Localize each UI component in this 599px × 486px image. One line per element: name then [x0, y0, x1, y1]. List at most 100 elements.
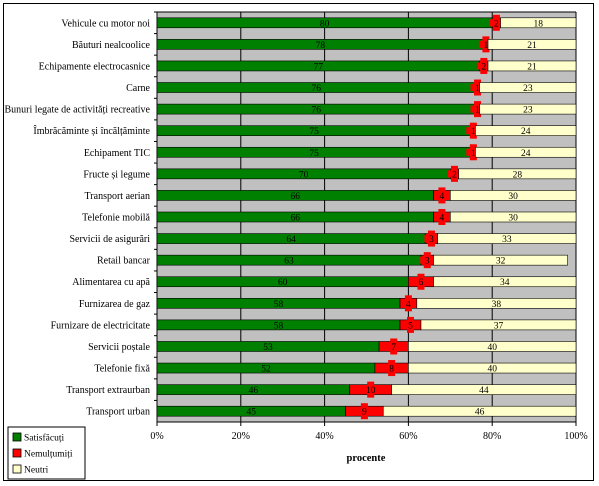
data-label: 8 [389, 365, 394, 375]
category-label: Vehicule cu motor noi [61, 18, 150, 29]
legend-swatch [12, 432, 22, 442]
category-label: Îmbrăcăminte și încălțăminte [33, 125, 150, 137]
dissatisfied-label-bg [367, 381, 375, 398]
category-label: Fructe și legume [83, 169, 150, 180]
category-label: Servicii poștale [88, 342, 150, 353]
category-label: Transport urban [86, 407, 150, 418]
bar-segment-neutral [391, 384, 577, 395]
x-tick-label: 80% [483, 431, 501, 442]
data-label: 6 [419, 278, 424, 288]
x-tick-label: 60% [399, 431, 417, 442]
x-axis: 0% 20% 40% 60% 80% 100% [150, 422, 588, 442]
data-label: 7 [391, 343, 396, 353]
data-label: 52 [261, 365, 271, 375]
data-label: 75 [309, 149, 319, 159]
category-labels: Vehicule cu motor noi Băuturi nealcoolice… [5, 11, 157, 418]
data-label: 64 [286, 235, 296, 245]
bar-segment-neutral [449, 211, 577, 223]
data-label: 58 [274, 300, 284, 310]
data-label: 1 [484, 41, 489, 51]
data-label: 46 [249, 386, 259, 396]
dissatisfied-label-bg [480, 57, 488, 74]
data-label: 21 [527, 41, 537, 51]
data-label: 1 [471, 127, 476, 137]
data-label: 4 [440, 214, 445, 224]
data-label: 53 [263, 343, 273, 353]
data-label: 44 [479, 386, 489, 396]
data-label: 63 [284, 257, 294, 267]
category-label: Echipamente electrocasnice [39, 61, 151, 72]
data-label: 2 [481, 62, 486, 72]
category-label: Furnizare de electricitate [51, 320, 151, 331]
data-label: 10 [366, 386, 376, 396]
data-label: 70 [299, 170, 309, 180]
bar-segment-neutral [433, 254, 568, 266]
dissatisfied-label-bg [438, 209, 446, 225]
bar-segment-neutral [487, 39, 577, 50]
bar-segment-neutral [479, 103, 577, 115]
category-label: Servicii de asigurări [69, 234, 150, 245]
bar-segment-neutral [479, 82, 577, 93]
dissatisfied-label-bg [360, 403, 368, 420]
legend-label: Nemulțumiți [24, 450, 73, 460]
data-label: 3 [425, 257, 430, 267]
category-label: Telefonie fixă [94, 364, 150, 375]
data-label: 76 [311, 106, 321, 116]
data-label: 30 [508, 214, 518, 224]
bar-segment-neutral [458, 168, 577, 180]
data-label: 2 [494, 19, 499, 29]
data-label: 1 [475, 106, 480, 116]
data-label: 18 [534, 19, 544, 29]
data-label: 4 [406, 300, 411, 310]
data-label: 38 [492, 300, 502, 310]
category-label: Transport aerian [85, 191, 150, 202]
data-label: 24 [521, 149, 531, 159]
dissatisfied-label-bg [417, 273, 425, 290]
x-tick-label: 20% [232, 431, 250, 442]
x-axis-label: procente [347, 453, 386, 464]
dissatisfied-label-bg [390, 338, 398, 355]
data-label: 80 [320, 19, 330, 29]
x-tick-label: 0% [150, 431, 163, 442]
bar-segment-neutral [449, 190, 577, 201]
category-label: Bunuri legate de activități recreative [5, 105, 151, 116]
bar-segment-neutral [416, 298, 577, 309]
data-label: 58 [274, 321, 284, 331]
data-label: 32 [496, 257, 506, 267]
bar-segment-neutral [408, 341, 577, 352]
dissatisfied-label-bg [469, 122, 477, 139]
data-label: 60 [278, 278, 288, 288]
data-label: 23 [523, 106, 533, 116]
data-label: 3 [429, 235, 434, 245]
data-label: 75 [309, 127, 319, 137]
dissatisfied-label-bg [406, 316, 414, 333]
bar-segment-neutral [437, 233, 577, 244]
dissatisfied-label-bg [404, 295, 412, 312]
data-label: 1 [475, 84, 480, 94]
legend-swatch [12, 464, 22, 474]
bar-segment-neutral [408, 362, 577, 374]
legend-swatch [12, 448, 22, 458]
dissatisfied-label-bg [474, 101, 482, 118]
category-label: Transport extraurban [66, 385, 150, 396]
legend-label: Satisfăcuți [24, 433, 64, 444]
data-label: 33 [502, 235, 512, 245]
data-label: 5 [408, 321, 413, 331]
data-label: 9 [362, 408, 367, 418]
category-label: Telefonie mobilă [82, 213, 150, 224]
bar-segment-neutral [382, 405, 577, 417]
category-label: Băuturi nealcoolice [72, 40, 151, 51]
dissatisfied-label-bg [450, 165, 458, 182]
category-label: Retail bancar [97, 256, 151, 267]
x-tick-label: 40% [315, 431, 333, 442]
data-label: 77 [314, 62, 324, 72]
data-label: 24 [521, 127, 531, 137]
dissatisfied-label-bg [438, 187, 446, 204]
data-label: 37 [494, 321, 504, 331]
category-label: Echipament TIC [84, 148, 151, 159]
data-label: 78 [316, 41, 326, 51]
legend: Satisfăcuți Nemulțumiți Neutri [7, 426, 86, 480]
data-label: 21 [527, 62, 537, 72]
bar-segment-neutral [475, 125, 577, 136]
data-label: 23 [523, 84, 533, 94]
